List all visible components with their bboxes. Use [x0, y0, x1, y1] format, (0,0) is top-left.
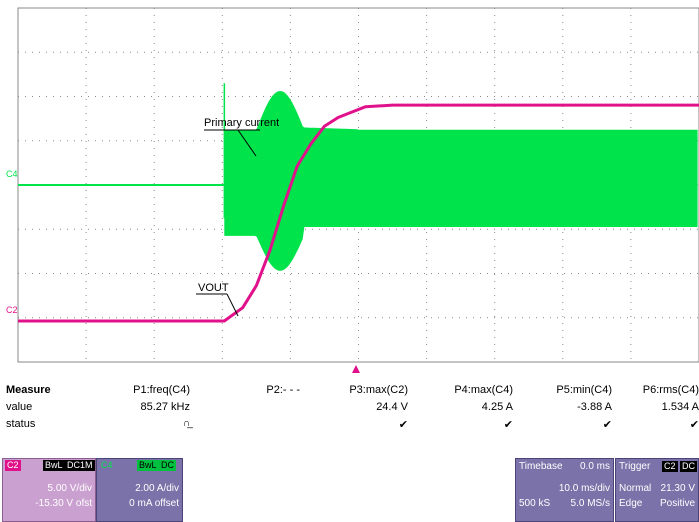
value-p5: -3.88 A	[577, 401, 612, 413]
param-p6[interactable]: P6:rms(C4)	[642, 384, 699, 396]
measure-table: Measure P1:freq(C4) P2:- - - P3:max(C2) …	[0, 384, 699, 452]
status-row-label: status	[6, 418, 36, 430]
trigger-title: Trigger	[619, 461, 651, 472]
param-p3[interactable]: P3:max(C2)	[349, 384, 408, 396]
measure-header-row: Measure P1:freq(C4) P2:- - - P3:max(C2) …	[0, 384, 699, 401]
timebase-box[interactable]: Timebase 0.0 ms 10.0 ms/div 500 kS 5.0 M…	[515, 458, 614, 522]
measure-value-row: value 85.27 kHz 24.4 V 4.25 A -3.88 A 1.…	[0, 401, 699, 418]
c4-box-bw-tag: BwL	[137, 460, 159, 471]
c2-vout-line	[18, 103, 699, 323]
param-p2[interactable]: P2:- - -	[266, 384, 300, 396]
value-p3: 24.4 V	[376, 401, 408, 413]
value-p6: 1.534 A	[661, 401, 699, 413]
trigger-source-tag: C2	[662, 461, 678, 472]
timebase-delay: 0.0 ms	[579, 461, 610, 472]
trigger-type: Edge	[619, 498, 643, 509]
primary-current-label: Primary current	[204, 117, 279, 129]
trigger-slope: Positive	[659, 498, 695, 509]
trigger-box[interactable]: Trigger C2 DC Normal 21.30 V Edge Positi…	[615, 458, 699, 522]
trigger-coupling-tag: DC	[680, 461, 697, 472]
measure-status-row: status ∩̲ ✔ ✔ ✔ ✔	[0, 418, 699, 435]
trigger-level: 21.30 V	[660, 483, 695, 494]
c2-box-scale: 5.00 V/div	[47, 483, 92, 494]
c4-primary-current-trace	[18, 83, 698, 271]
c2-box-offset: -15.30 V ofst	[35, 498, 92, 509]
value-p1: 85.27 kHz	[140, 401, 190, 413]
c2-ground-marker: C2	[6, 305, 18, 315]
status-p6-check-icon: ✔	[689, 419, 699, 431]
c2-box-name: C2	[5, 460, 21, 471]
status-p3-check-icon: ✔	[398, 419, 408, 431]
c2-channel-box[interactable]: C2 BwL DC1M 5.00 V/div -15.30 V ofst	[2, 458, 96, 522]
c4-box-scale: 2.00 A/div	[135, 483, 179, 494]
timebase-rate: 5.0 MS/s	[570, 498, 610, 509]
c4-channel-box[interactable]: C4 BwL DC 2.00 A/div 0 mA offset	[96, 458, 183, 522]
c2-box-bw-tag: BwL	[43, 460, 65, 471]
primary-current-pointer	[237, 129, 257, 157]
param-p1[interactable]: P1:freq(C4)	[133, 384, 190, 396]
c4-box-offset: 0 mA offset	[129, 498, 179, 509]
trigger-position-marker[interactable]	[352, 365, 360, 373]
param-p4[interactable]: P4:max(C4)	[454, 384, 513, 396]
timebase-title: Timebase	[519, 461, 563, 472]
measure-title: Measure	[6, 384, 51, 396]
c4-ground-marker: C4	[6, 169, 18, 179]
vout-pointer	[226, 293, 239, 317]
c2-vout-trace	[18, 103, 699, 323]
value-p4: 4.25 A	[481, 401, 513, 413]
c2-box-coupling-tag: DC1M	[65, 460, 95, 471]
status-p4-check-icon: ✔	[503, 419, 513, 431]
timebase-samples: 500 kS	[519, 498, 551, 509]
c4-burst-envelope	[224, 91, 698, 271]
timebase-per-div: 10.0 ms/div	[558, 483, 610, 494]
c4-box-coupling-tag: DC	[159, 460, 176, 471]
value-row-label: value	[6, 401, 33, 413]
c4-box-name: C4	[99, 460, 115, 471]
trigger-mode: Normal	[619, 483, 652, 494]
param-p5[interactable]: P5:min(C4)	[556, 384, 612, 396]
status-p5-check-icon: ✔	[602, 419, 612, 431]
status-p1-icon: ∩̲	[182, 418, 190, 429]
vout-label: VOUT	[198, 282, 229, 294]
